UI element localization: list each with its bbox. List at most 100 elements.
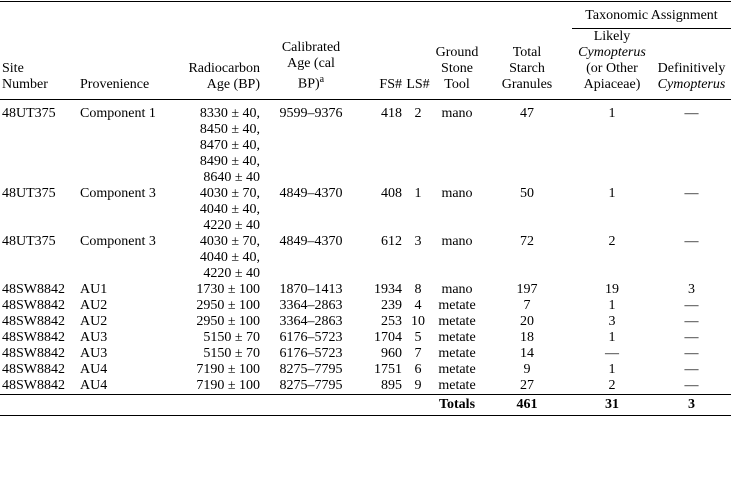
table-row: 48SW8842 AU3 5150 ± 70 6176–5723 1704 5 metate… <box>0 330 731 346</box>
column-header: Site Number <box>0 28 78 100</box>
table-cell: AU4 <box>80 378 108 393</box>
group-row: Taxonomic Assignment <box>0 1 731 29</box>
table-cell: 1 <box>608 330 616 345</box>
header-line: Radiocarbon <box>188 61 260 76</box>
table-cell: 2 <box>608 234 616 249</box>
table-cell: 5150 ± 70 <box>168 346 262 362</box>
table-cell: 612 <box>381 234 402 249</box>
table-cell: 960 <box>381 346 402 361</box>
data-table: Taxonomic Assignment Site Number Provenien… <box>0 1 731 416</box>
table-row: 48SW8842 AU2 2950 ± 100 3364–2863 253 10 metat… <box>0 314 731 330</box>
cell-line: 4220 ± 40 <box>203 266 260 281</box>
table-row: 48SW8842 AU1 1730 ± 100 1870–1413 1934 8 mano 1… <box>0 282 731 298</box>
table-cell: — <box>684 330 699 345</box>
header-line: FS# <box>379 77 402 92</box>
table-cell: 9599–9376 <box>279 106 343 121</box>
table-cell: 408 <box>381 186 402 201</box>
header-line: Age (BP) <box>206 77 260 92</box>
table-cell: 4849–4370 <box>279 186 343 201</box>
table-cell: — <box>605 346 619 361</box>
header-line: Site <box>2 61 24 76</box>
table-cell: 3 <box>688 282 695 297</box>
cell-line: 4220 ± 40 <box>203 218 260 233</box>
header-line: Calibrated <box>281 40 341 56</box>
cell-line: 8490 ± 40, <box>199 154 260 169</box>
cell-line: 2950 ± 100 <box>196 298 260 313</box>
header-line: Granules <box>501 77 553 92</box>
table-cell: 7190 ± 100 <box>168 362 262 378</box>
header-line: BP)a <box>297 74 325 92</box>
table-cell: 50 <box>520 186 534 201</box>
table-cell: 48SW8842 <box>2 314 65 329</box>
table-cell: metate <box>438 346 476 361</box>
table-cell: 48SW8842 <box>2 378 65 393</box>
total-value: 3 <box>652 394 731 416</box>
table-cell: 1 <box>414 186 422 201</box>
header-line: Tool <box>444 77 470 92</box>
cell-line: 1730 ± 100 <box>196 282 260 297</box>
column-header: Ground Stone Tool <box>432 28 482 100</box>
header-line: (or Other <box>586 61 638 76</box>
table-head: Taxonomic Assignment Site Number Provenien… <box>0 1 731 100</box>
table-row: 48UT375 Component 1 8330 ± 40, 8450 ± 40, 84… <box>0 100 731 187</box>
table-cell: 6 <box>414 362 422 377</box>
table-cell: 2 <box>608 378 616 393</box>
column-header: FS# <box>360 28 404 100</box>
table-cell: 418 <box>381 106 402 121</box>
table-cell: metate <box>438 330 476 345</box>
table-cell: — <box>684 234 699 249</box>
table-cell: 1704 <box>374 330 402 345</box>
table-cell: AU4 <box>80 362 108 377</box>
table-cell: 7190 ± 100 <box>168 378 262 395</box>
table-cell: 1 <box>608 186 616 201</box>
column-header: Likely Cymopterus (or Other Apiaceae) <box>572 28 652 100</box>
table-cell: 48SW8842 <box>2 282 65 297</box>
table-cell: mano <box>441 234 473 249</box>
table-cell: 7 <box>523 298 531 313</box>
table-cell: metate <box>438 298 476 313</box>
table-row: 48SW8842 AU2 2950 ± 100 3364–2863 239 4 metate… <box>0 298 731 314</box>
header-line: Age (cal <box>287 56 335 72</box>
table-cell: 4030 ± 70, 4040 ± 40, 4220 ± 40 <box>168 186 262 234</box>
table-cell: 1 <box>608 298 616 313</box>
spacer <box>0 394 432 416</box>
footnote-mark: a <box>319 74 325 86</box>
table-cell: 4030 ± 70, 4040 ± 40, 4220 ± 40 <box>168 234 262 282</box>
table-cell: 19 <box>605 282 619 297</box>
column-header: Total Starch Granules <box>482 28 572 100</box>
table-cell: 9 <box>414 378 422 393</box>
table-cell: AU2 <box>80 298 108 313</box>
table-cell: mano <box>441 106 473 121</box>
column-header: LS# <box>404 28 432 100</box>
table-cell: 6176–5723 <box>279 330 343 345</box>
cell-line: 4030 ± 70, <box>199 234 260 249</box>
table-cell: 895 <box>381 378 402 393</box>
table-cell: 253 <box>381 314 402 329</box>
table-cell: 2950 ± 100 <box>168 298 262 314</box>
table-cell: mano <box>441 282 473 297</box>
table-cell: 8275–7795 <box>279 362 343 377</box>
cell-line: 5150 ± 70 <box>203 346 260 361</box>
table-cell: 1730 ± 100 <box>168 282 262 298</box>
cell-line: 5150 ± 70 <box>203 330 260 345</box>
table-cell: 4849–4370 <box>279 234 343 249</box>
table-cell: 5150 ± 70 <box>168 330 262 346</box>
column-header: Definitively Cymopterus <box>652 28 731 100</box>
table-cell: 48SW8842 <box>2 346 65 361</box>
table-cell: 2950 ± 100 <box>168 314 262 330</box>
header-line: Stone <box>441 61 473 76</box>
table-cell: — <box>684 378 699 393</box>
cell-line: 7190 ± 100 <box>196 362 260 377</box>
total-value: 461 <box>482 394 572 416</box>
total-value: 31 <box>572 394 652 416</box>
table-cell: 48UT375 <box>2 234 56 249</box>
table-cell: 9 <box>523 362 531 377</box>
cell-line: 4040 ± 40, <box>199 250 260 265</box>
table-cell: AU3 <box>80 330 108 345</box>
cell-line: 8450 ± 40, <box>199 122 260 137</box>
cell-line: 7190 ± 100 <box>196 378 260 393</box>
table-cell: 48SW8842 <box>2 330 65 345</box>
table-cell: Component 3 <box>80 234 156 249</box>
table-row: 48SW8842 AU3 5150 ± 70 6176–5723 960 7 metate 1… <box>0 346 731 362</box>
